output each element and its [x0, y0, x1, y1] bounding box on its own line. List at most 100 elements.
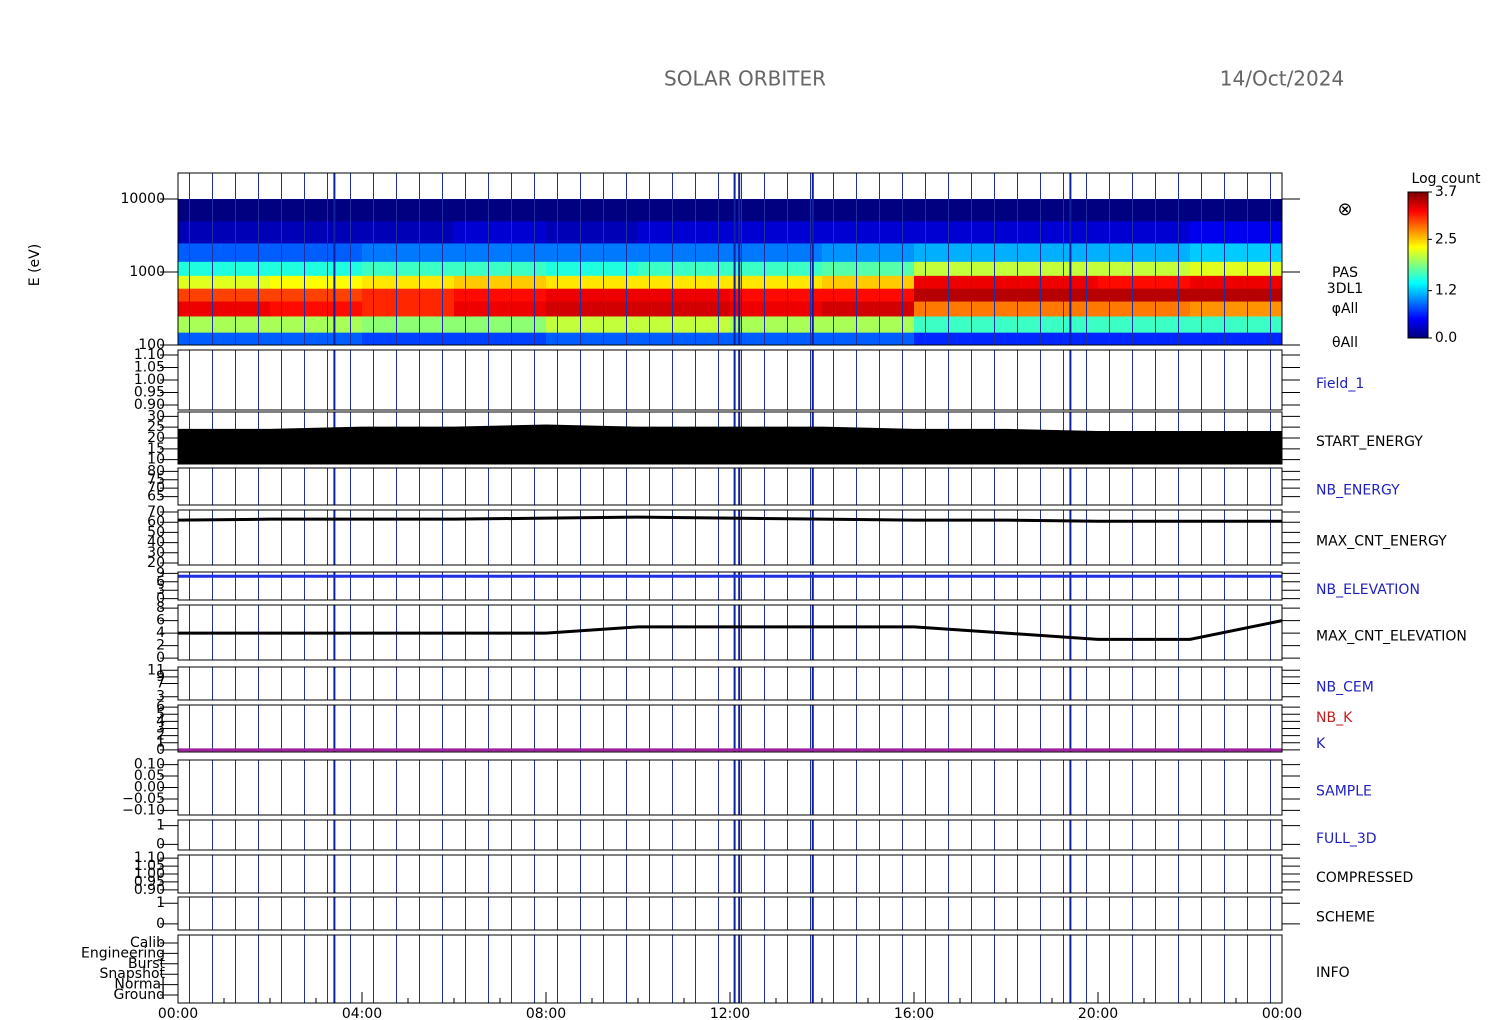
colorbar-cell [1408, 276, 1428, 279]
panel-frame [177, 509, 1283, 566]
colorbar-cell [1408, 318, 1428, 321]
colorbar-cell [1408, 292, 1428, 295]
colorbar-cell [1408, 296, 1428, 299]
panel-frame [177, 467, 1283, 506]
y-tick-label: 4 [156, 625, 165, 641]
heatmap-cell [270, 261, 363, 276]
y-tick-label: 0.00 [134, 780, 165, 796]
colorbar-cell [1408, 328, 1428, 331]
y-tick-label: 70 [147, 480, 165, 496]
heatmap-cell [822, 288, 915, 302]
colorbar-cell [1408, 210, 1428, 213]
y-tick-label: 3 [156, 582, 165, 598]
colorbar-cell [1408, 222, 1428, 225]
colorbar-cell [1408, 232, 1428, 235]
panel-frame [177, 819, 1283, 851]
heatmap-cell [546, 315, 639, 333]
heatmap-cell [1190, 332, 1283, 346]
panel-name: NB_ELEVATION [1316, 582, 1420, 598]
colorbar-cell [1408, 236, 1428, 239]
heatmap-cell [730, 220, 823, 244]
y-tick-label: 9 [156, 565, 165, 581]
heatmap-cell [270, 288, 363, 302]
panel-frame [177, 896, 1283, 931]
heatmap-cell [822, 275, 915, 289]
panel-name: COMPRESSED [1316, 870, 1413, 886]
y-tick-label: 0 [156, 836, 165, 852]
heatmap-cell [914, 275, 1007, 289]
panel-frame [177, 349, 1283, 411]
y-tick-label: 50 [147, 524, 165, 540]
heatmap-cell [362, 288, 455, 302]
y-tick-label: 20 [147, 555, 165, 571]
panel-name: SCHEME [1316, 910, 1375, 926]
heatmap-cell [638, 315, 731, 333]
colorbar-cell [1408, 248, 1428, 251]
y-tick-label: 40 [147, 535, 165, 551]
panel-name: NB_CEM [1316, 680, 1374, 696]
date: 14/Oct/2024 [1220, 67, 1344, 91]
heatmap-cell [730, 242, 823, 262]
y-tick-label: 3 [156, 721, 165, 737]
heatmap-cell [1098, 261, 1191, 276]
heatmap-cell [1190, 220, 1283, 244]
colorbar-cell [1408, 270, 1428, 273]
colorbar-cell [1408, 326, 1428, 329]
colorbar-cell [1408, 298, 1428, 301]
heatmap-cell [638, 220, 731, 244]
heatmap-cell [914, 315, 1007, 333]
heatmap-cell [1006, 198, 1099, 222]
y-tick-label: 30 [147, 545, 165, 561]
colorbar-tick-label: 0.0 [1435, 330, 1457, 346]
y-tick-label: 2 [156, 638, 165, 654]
heatmap-cell [454, 242, 547, 262]
colorbar-cell [1408, 294, 1428, 297]
panel-label: PAS [1332, 265, 1358, 281]
heatmap-cell [454, 332, 547, 346]
panel-frame [177, 172, 1283, 346]
colorbar-cell [1408, 234, 1428, 237]
heatmap-cell [362, 332, 455, 346]
panel-name: K [1316, 736, 1326, 752]
colorbar-cell [1408, 316, 1428, 319]
colorbar-cell [1408, 280, 1428, 283]
heatmap-cell [1098, 288, 1191, 302]
y-tick-label: 1 [156, 735, 165, 751]
heatmap-cell [362, 301, 455, 317]
y-tick-label: 1.10 [134, 347, 165, 363]
heatmap-cell [638, 242, 731, 262]
y-tick-label: −0.10 [122, 802, 165, 818]
colorbar-cell [1408, 220, 1428, 223]
category-label: Ground [114, 987, 166, 1003]
heatmap-cell [362, 261, 455, 276]
colorbar-cell [1408, 300, 1428, 303]
heatmap-cell [822, 301, 915, 317]
colorbar-cell [1408, 244, 1428, 247]
y-tick-label: 3 [156, 689, 165, 705]
colorbar-cell [1408, 278, 1428, 281]
heatmap-cell [454, 198, 547, 222]
panel: GroundNormalSnapshotBurstEngineeringCali… [81, 934, 1350, 1004]
heatmap-cell [914, 261, 1007, 276]
colorbar-cell [1408, 238, 1428, 241]
y-tick-label: 1 [156, 895, 165, 911]
heatmap-cell [1006, 261, 1099, 276]
heatmap-cell [454, 288, 547, 302]
colorbar-cell [1408, 322, 1428, 325]
heatmap-cell [914, 198, 1007, 222]
y-tick-label: 0.95 [134, 874, 165, 890]
y-tick-label: 0.90 [134, 882, 165, 898]
panel-name: SAMPLE [1316, 784, 1372, 800]
colorbar-cell [1408, 212, 1428, 215]
y-tick-label: 0.90 [134, 397, 165, 413]
colorbar-cell [1408, 224, 1428, 227]
y-tick-label: 100 [138, 337, 165, 353]
colorbar-cell [1408, 198, 1428, 201]
colorbar-cell [1408, 330, 1428, 333]
heatmap-cell [1006, 332, 1099, 346]
heatmap-cell [362, 242, 455, 262]
x-tick-label: 16:00 [894, 1006, 934, 1020]
